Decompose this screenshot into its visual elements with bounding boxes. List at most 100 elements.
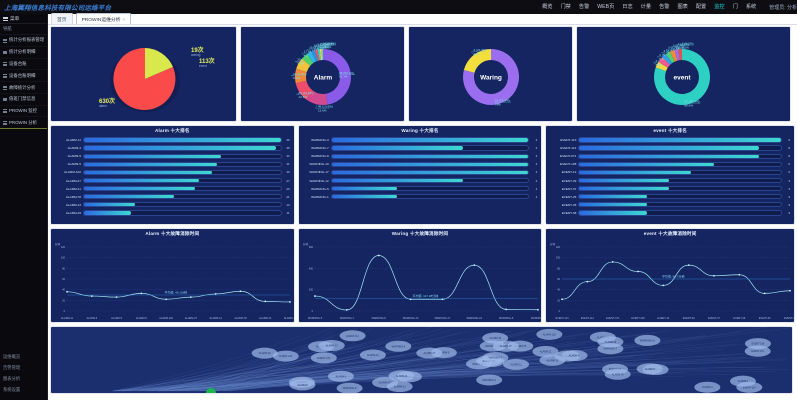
sidebar-item-4[interactable]: 故障统计分析 (0, 82, 47, 94)
graph-root-node[interactable] (206, 388, 216, 394)
graph-node[interactable] (386, 381, 413, 393)
panel-alarm-mttr[interactable]: Alarm 十大故障消除时间 分钟 0 20 40 60 80 100 120 平均值: 46.… (50, 228, 295, 323)
donut-slice-11[interactable] (321, 49, 323, 61)
donut-slice-3[interactable] (295, 68, 307, 84)
panel-waring-mttr[interactable]: Waring 十大故障消除时间 分钟 0 200 400 600 平均值: 117.28分… (297, 228, 543, 323)
panel-waring-top10[interactable]: Waring 十大排名 WARNING-3 3 WARNING-7 2 WARNING-… (297, 125, 543, 225)
bar-row[interactable]: EVENT-45 3 (550, 201, 790, 209)
panel-event-mttr[interactable]: event 十大故障消除时间 分钟 0 20 40 60 80 100 120 平均值: 60.… (545, 228, 795, 323)
donut-slice-0[interactable] (323, 49, 351, 105)
bar-row[interactable]: EVENT-12 5 (550, 168, 790, 176)
graph-node[interactable] (416, 347, 443, 359)
data-point-5[interactable] (189, 296, 192, 299)
graph-node[interactable] (744, 338, 771, 350)
donut-slice-4[interactable] (296, 58, 311, 72)
topnav-item-2[interactable]: 告警 (578, 4, 590, 10)
donut-slice-4[interactable] (665, 51, 675, 64)
topnav-item-6[interactable]: 告警 (659, 4, 670, 10)
data-point-9[interactable] (789, 289, 792, 292)
graph-node[interactable] (336, 382, 363, 394)
data-point-0[interactable] (313, 295, 316, 297)
topnav-item-0[interactable]: 概览 (542, 4, 553, 10)
graph-node[interactable] (289, 379, 316, 391)
graph-node[interactable] (476, 374, 503, 386)
donut-slice-10[interactable] (319, 49, 323, 61)
graph-node[interactable] (729, 375, 756, 387)
bar-row[interactable]: WARNING-12 2 (303, 176, 537, 184)
data-point-5[interactable] (473, 264, 475, 267)
graph-node[interactable] (561, 349, 588, 361)
graph-node[interactable] (482, 352, 509, 364)
data-point-7[interactable] (239, 290, 242, 293)
data-point-1[interactable] (586, 280, 589, 283)
data-point-1[interactable] (345, 309, 348, 311)
topnav-item-5[interactable]: 计量 (640, 4, 652, 10)
panel-network-graph[interactable]: ALARM-11ALARM-3ALARM-9ALARM-5ALARM-102AL… (50, 326, 793, 394)
graph-node[interactable] (251, 347, 278, 359)
bar-row[interactable]: WARNING-5 1 (303, 185, 537, 193)
menu-icon[interactable] (3, 16, 8, 21)
data-point-9[interactable] (289, 301, 291, 303)
topnav-item-11[interactable]: 系统 (745, 4, 757, 10)
panel-alarm-donut[interactable]: 46 (52.1%) 52.1% 48 (13.6%) 13.6% 29 (12.8%)… (240, 26, 405, 122)
donut-slice-3[interactable] (662, 54, 673, 65)
sidebar-bottom-item-1[interactable]: 告警管理 (3, 365, 21, 371)
sidebar-item-1[interactable]: 统计分析明细 (0, 47, 47, 59)
graph-node[interactable] (597, 343, 624, 355)
data-point-5[interactable] (688, 264, 690, 267)
bar-row[interactable]: ALARM-13 12 (55, 201, 290, 209)
close-icon[interactable]: × (122, 16, 126, 22)
graph-node[interactable] (482, 332, 509, 344)
donut-slice-5[interactable] (302, 53, 314, 66)
data-point-7[interactable] (536, 308, 539, 311)
topnav-item-3[interactable]: WEB页 (597, 4, 615, 10)
sidebar-item-2[interactable]: 设备台账 (0, 59, 47, 71)
donut-slice-1[interactable] (306, 90, 328, 105)
graph-node[interactable] (694, 381, 721, 393)
donut-slice-7[interactable] (311, 50, 319, 62)
user-label[interactable]: 管理员: 分析 (769, 4, 797, 11)
donut-slice-6[interactable] (674, 49, 680, 61)
graph-node[interactable] (310, 352, 337, 364)
donut-slice-7[interactable] (678, 49, 682, 61)
bar-row[interactable]: WARNING-8 3 (303, 152, 537, 160)
donut-slice-1[interactable] (463, 49, 491, 73)
data-point-7[interactable] (738, 273, 741, 276)
donut-slice-0[interactable] (463, 49, 519, 105)
donut-slice-1[interactable] (655, 61, 668, 72)
tab-0[interactable]: 首页 (51, 13, 73, 24)
topnav-item-7[interactable]: 图表 (677, 4, 688, 10)
bar-row[interactable]: ALARM-11 46 (55, 136, 290, 144)
graph-node[interactable] (539, 354, 566, 366)
bar-row[interactable]: WARNING-1 1 (303, 193, 537, 201)
graph-node[interactable] (318, 340, 345, 352)
bar-row[interactable]: ALARM-3 45 (55, 144, 290, 152)
sidebar-item-0[interactable]: 统计分析报表管理 (0, 35, 47, 47)
data-point-3[interactable] (637, 270, 640, 273)
sidebar-item-7[interactable]: PROWIN 分析 (0, 117, 47, 130)
graph-node[interactable] (492, 340, 519, 352)
data-point-6[interactable] (713, 274, 716, 277)
bar-row[interactable]: WARNING-7 2 (303, 144, 537, 152)
graph-node[interactable] (388, 370, 415, 382)
data-point-4[interactable] (441, 298, 444, 301)
data-point-3[interactable] (409, 298, 412, 301)
data-point-4[interactable] (165, 298, 168, 301)
data-point-2[interactable] (377, 254, 380, 257)
donut-slice-5[interactable] (670, 50, 678, 62)
graph-node[interactable] (536, 328, 563, 340)
data-point-4[interactable] (662, 284, 665, 287)
tab-1[interactable]: PROWIN运维分析 × (75, 13, 132, 24)
bar-row[interactable]: EVENT-071 8 (550, 152, 790, 160)
data-point-1[interactable] (90, 295, 93, 297)
data-point-6[interactable] (504, 308, 507, 311)
panel-summary-pie[interactable]: 19次 waring 113次 event 630次 alarm (50, 26, 237, 122)
graph-node[interactable] (634, 334, 661, 346)
panel-event-donut[interactable]: 97 (80.6%)80.6%4 (3.5%)3.5%4 (3.5%)3.5%3… (576, 26, 791, 122)
bar-row[interactable]: ALARM-41 26 (55, 185, 290, 193)
data-point-0[interactable] (66, 290, 68, 293)
bar-row[interactable]: ALARM-5 31 (55, 160, 290, 168)
donut-slice-8[interactable] (314, 49, 320, 61)
topnav-item-10[interactable]: 门 (732, 4, 738, 10)
bar-row[interactable]: ALARM-27 27 (55, 176, 290, 184)
